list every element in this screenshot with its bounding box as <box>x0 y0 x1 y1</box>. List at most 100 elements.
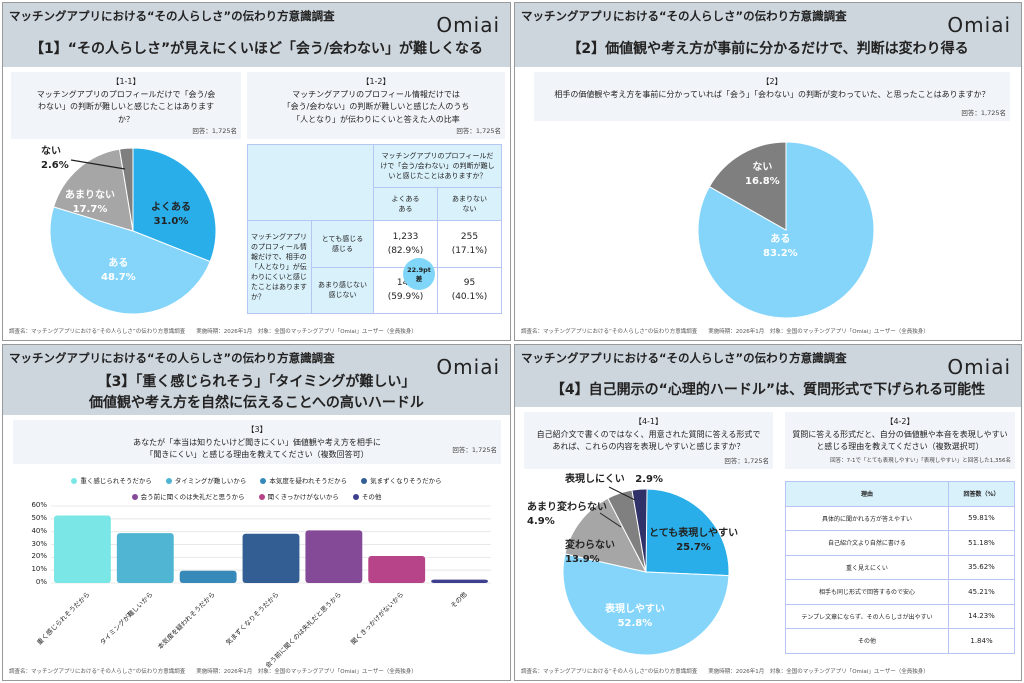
question-text: 「会う/会わない」の判断が難しいと感じた人のうち <box>282 102 470 111</box>
legend-item: その他 <box>352 491 381 501</box>
pie-slice <box>52 148 134 232</box>
footer-note: 調査名：マッチングアプリにおける“その人らしさ”の伝わり方意識調査 実施時期：2… <box>521 669 929 675</box>
table-row: 重く見えにくい 35.62% <box>785 554 1015 580</box>
bar <box>305 530 363 583</box>
question-text: マッチングアプリのプロフィールだけで「会う/会わない」の判断が難しいと感じたこと… <box>36 89 216 124</box>
panel-subtitle: 【1】“その人らしさ”が見えにくいほど「会う/会わない」が難しくなる <box>30 41 483 57</box>
pie-label: ない 16.8% <box>745 162 780 187</box>
chart-legend: 重く感じられそうだから タイミングが難しいから 本気度を疑われそうだから 気まずくなり… <box>3 475 510 485</box>
table-cell: その他 <box>785 628 949 654</box>
pie-label: よくある 31.0% <box>151 202 191 227</box>
question-text: あなたが「本当は知りたいけど聞きにくい」価値観や考え方を相手に「聞きにくい」と感… <box>133 437 381 460</box>
question-text: 自己紹介文で書くのではなく、用意された質問に答える形式であれば、これらの内容を表… <box>536 429 761 452</box>
omiai-logo: Omiai <box>947 355 1011 379</box>
y-tick-label: 50% <box>31 513 47 522</box>
pie-label: 表現しにくい 2.9% <box>565 474 663 485</box>
pie-slice <box>564 497 647 573</box>
row-header: マッチングアプリのプロフィール情報だけで、相手の「人となり」が伝わりにくいと感じ… <box>247 220 312 314</box>
pie-label: ある 83.2% <box>763 234 798 259</box>
omiai-logo: Omiai <box>947 13 1011 37</box>
pie-slice <box>49 206 211 315</box>
leader-line <box>70 159 126 170</box>
panel-1: マッチングアプリにおける“その人らしさ”の伝わり方意識調査 Omiai 【1】“… <box>2 2 511 341</box>
table-row: 相手も同じ形式で回答するので安心 45.21% <box>785 579 1015 605</box>
pie-label: 変わらない 13.9% <box>565 540 615 565</box>
omiai-logo: Omiai <box>436 355 500 379</box>
y-tick-label: 0% <box>35 578 47 586</box>
legend-item: 気まずくなりそうだから <box>361 475 442 485</box>
table-cell: 35.62% <box>948 554 1015 580</box>
table-row: その他 1.84% <box>785 628 1015 654</box>
legend-dot-icon <box>352 494 359 500</box>
question-text: 質問に答える形式だと、自分の価値観や本音を表現しやすいと感じる理由を教えてくださ… <box>792 429 1008 452</box>
legend-dot-icon <box>165 478 172 484</box>
panel-4: マッチングアプリにおける“その人らしさ”の伝わり方意識調査 Omiai 【4】自… <box>514 344 1022 681</box>
question-text: 相手の価値観や考え方を事前に分かっていれば「会う」「会わない」の判断が変わってい… <box>554 89 990 99</box>
legend-dot-icon <box>71 478 78 484</box>
row-header: あまり感じない 感じない <box>311 266 374 314</box>
respondents: 回答：1,725名 <box>452 445 497 454</box>
legend-dot-icon <box>131 494 138 500</box>
col-header: よくある ある <box>373 187 438 221</box>
pie-label: あまりない 17.7% <box>65 190 115 215</box>
chart-legend: 会う前に聞くのは失礼だと思うから 聞くきっかけがないから その他 <box>3 491 510 501</box>
pie-slice <box>132 147 217 263</box>
pie-label: とても表現しやすい 25.7% <box>649 528 739 553</box>
question-box-1-2: 【1-2】 マッチングアプリのプロフィール情報だけでは 「会う/会わない」の判断… <box>247 72 505 139</box>
table-cell: テンプレ文章にならず、その人らしさが出やすい <box>785 603 949 629</box>
pie-slice <box>697 141 875 319</box>
question-number: 【3】 <box>246 425 268 434</box>
question-box-2: 【2】 相手の価値観や考え方を事前に分かっていれば「会う」「会わない」の判断が変… <box>534 72 1010 121</box>
panel-subtitle: 【4】自己開示の“心理的ハードル”は、質問形式で下げられる可能性 <box>550 382 986 398</box>
respondents: 回答：7-1で「とても表現しやすい」「表現しやすい」と回答した1,356名 <box>830 457 1011 464</box>
question-box-4-1: 【4-1】 自己紹介文で書くのではなく、用意された質問に答える形式であれば、これ… <box>524 412 773 469</box>
legend-item: 聞くきっかけがないから <box>258 491 339 501</box>
legend-dot-icon <box>361 478 368 484</box>
panel-header: マッチングアプリにおける“その人らしさ”の伝わり方意識調査 Omiai 【4】自… <box>515 345 1021 407</box>
table-cell: 255 (17.1%) <box>437 220 502 268</box>
col-header: マッチングアプリのプロフィールだけで「会う/会わない」の判断が難しいと感じたこと… <box>373 144 502 188</box>
legend-dot-icon <box>260 478 267 484</box>
pie-chart-1-1 <box>49 147 217 315</box>
legend-item: 本気度を疑われそうだから <box>260 475 347 485</box>
y-tick-label: 60% <box>31 501 47 509</box>
y-tick-label: 20% <box>31 552 47 561</box>
row-header: とても感じる 感じる <box>311 220 374 268</box>
pie-label: ある 48.7% <box>101 258 136 283</box>
question-number: 【4-2】 <box>885 417 915 426</box>
table-row: テンプレ文章にならず、その人らしさが出やすい 14.23% <box>785 603 1015 629</box>
bar <box>368 556 426 583</box>
panel-subtitle: 【2】価値観や考え方が事前に分かるだけで、判断は変わり得る <box>567 41 969 57</box>
question-box-3: 【3】 あなたが「本当は知りたいけど聞きにくい」価値観や考え方を相手に「聞きにく… <box>13 420 501 464</box>
pie-label: 表現しやすい 52.8% <box>605 604 665 629</box>
difference-badge: 22.9pt 差 <box>403 258 435 290</box>
respondents: 回答：1,725名 <box>192 126 237 135</box>
question-number: 【1-1】 <box>111 77 141 86</box>
y-tick-label: 40% <box>31 526 47 535</box>
y-tick-label: 10% <box>31 565 47 574</box>
table-cell: 59.81% <box>948 505 1015 531</box>
footer-note: 調査名：マッチングアプリにおける“その人らしさ”の伝わり方意識調査 実施時期：2… <box>9 669 417 675</box>
leader-line <box>608 486 636 501</box>
pie-slice <box>645 488 730 577</box>
table-cell: 95 (40.1%) <box>437 266 502 314</box>
bar <box>431 579 488 583</box>
survey-title: マッチングアプリにおける“その人らしさ”の伝わり方意識調査 <box>521 351 847 365</box>
panel-2: マッチングアプリにおける“その人らしさ”の伝わり方意識調査 Omiai 【2】価… <box>514 2 1022 341</box>
col-header: あまりない ない <box>437 187 502 221</box>
table-cell: 自己紹介文より自然に書ける <box>785 530 949 556</box>
survey-title: マッチングアプリにおける“その人らしさ”の伝わり方意識調査 <box>9 351 335 365</box>
col-header: 回答数（%） <box>948 481 1015 507</box>
pie-chart-4-1 <box>562 486 730 656</box>
bar <box>54 515 111 583</box>
table-row: 自己紹介文より自然に書ける 51.18% <box>785 530 1015 556</box>
panel-subtitle: 【3】「重く感じられそう」「タイミングが難しい」 <box>97 374 416 390</box>
pie-label: あまり変わらない 4.9% <box>527 502 607 527</box>
panel-3: マッチングアプリにおける“その人らしさ”の伝わり方意識調査 Omiai 【3】「… <box>2 344 511 681</box>
legend-item: 重く感じられそうだから <box>71 475 152 485</box>
leader-line <box>599 512 622 528</box>
table-cell: 重く見えにくい <box>785 554 949 580</box>
pie-slice <box>708 141 787 231</box>
table-cell: 14.23% <box>948 603 1015 629</box>
bar <box>116 533 174 583</box>
